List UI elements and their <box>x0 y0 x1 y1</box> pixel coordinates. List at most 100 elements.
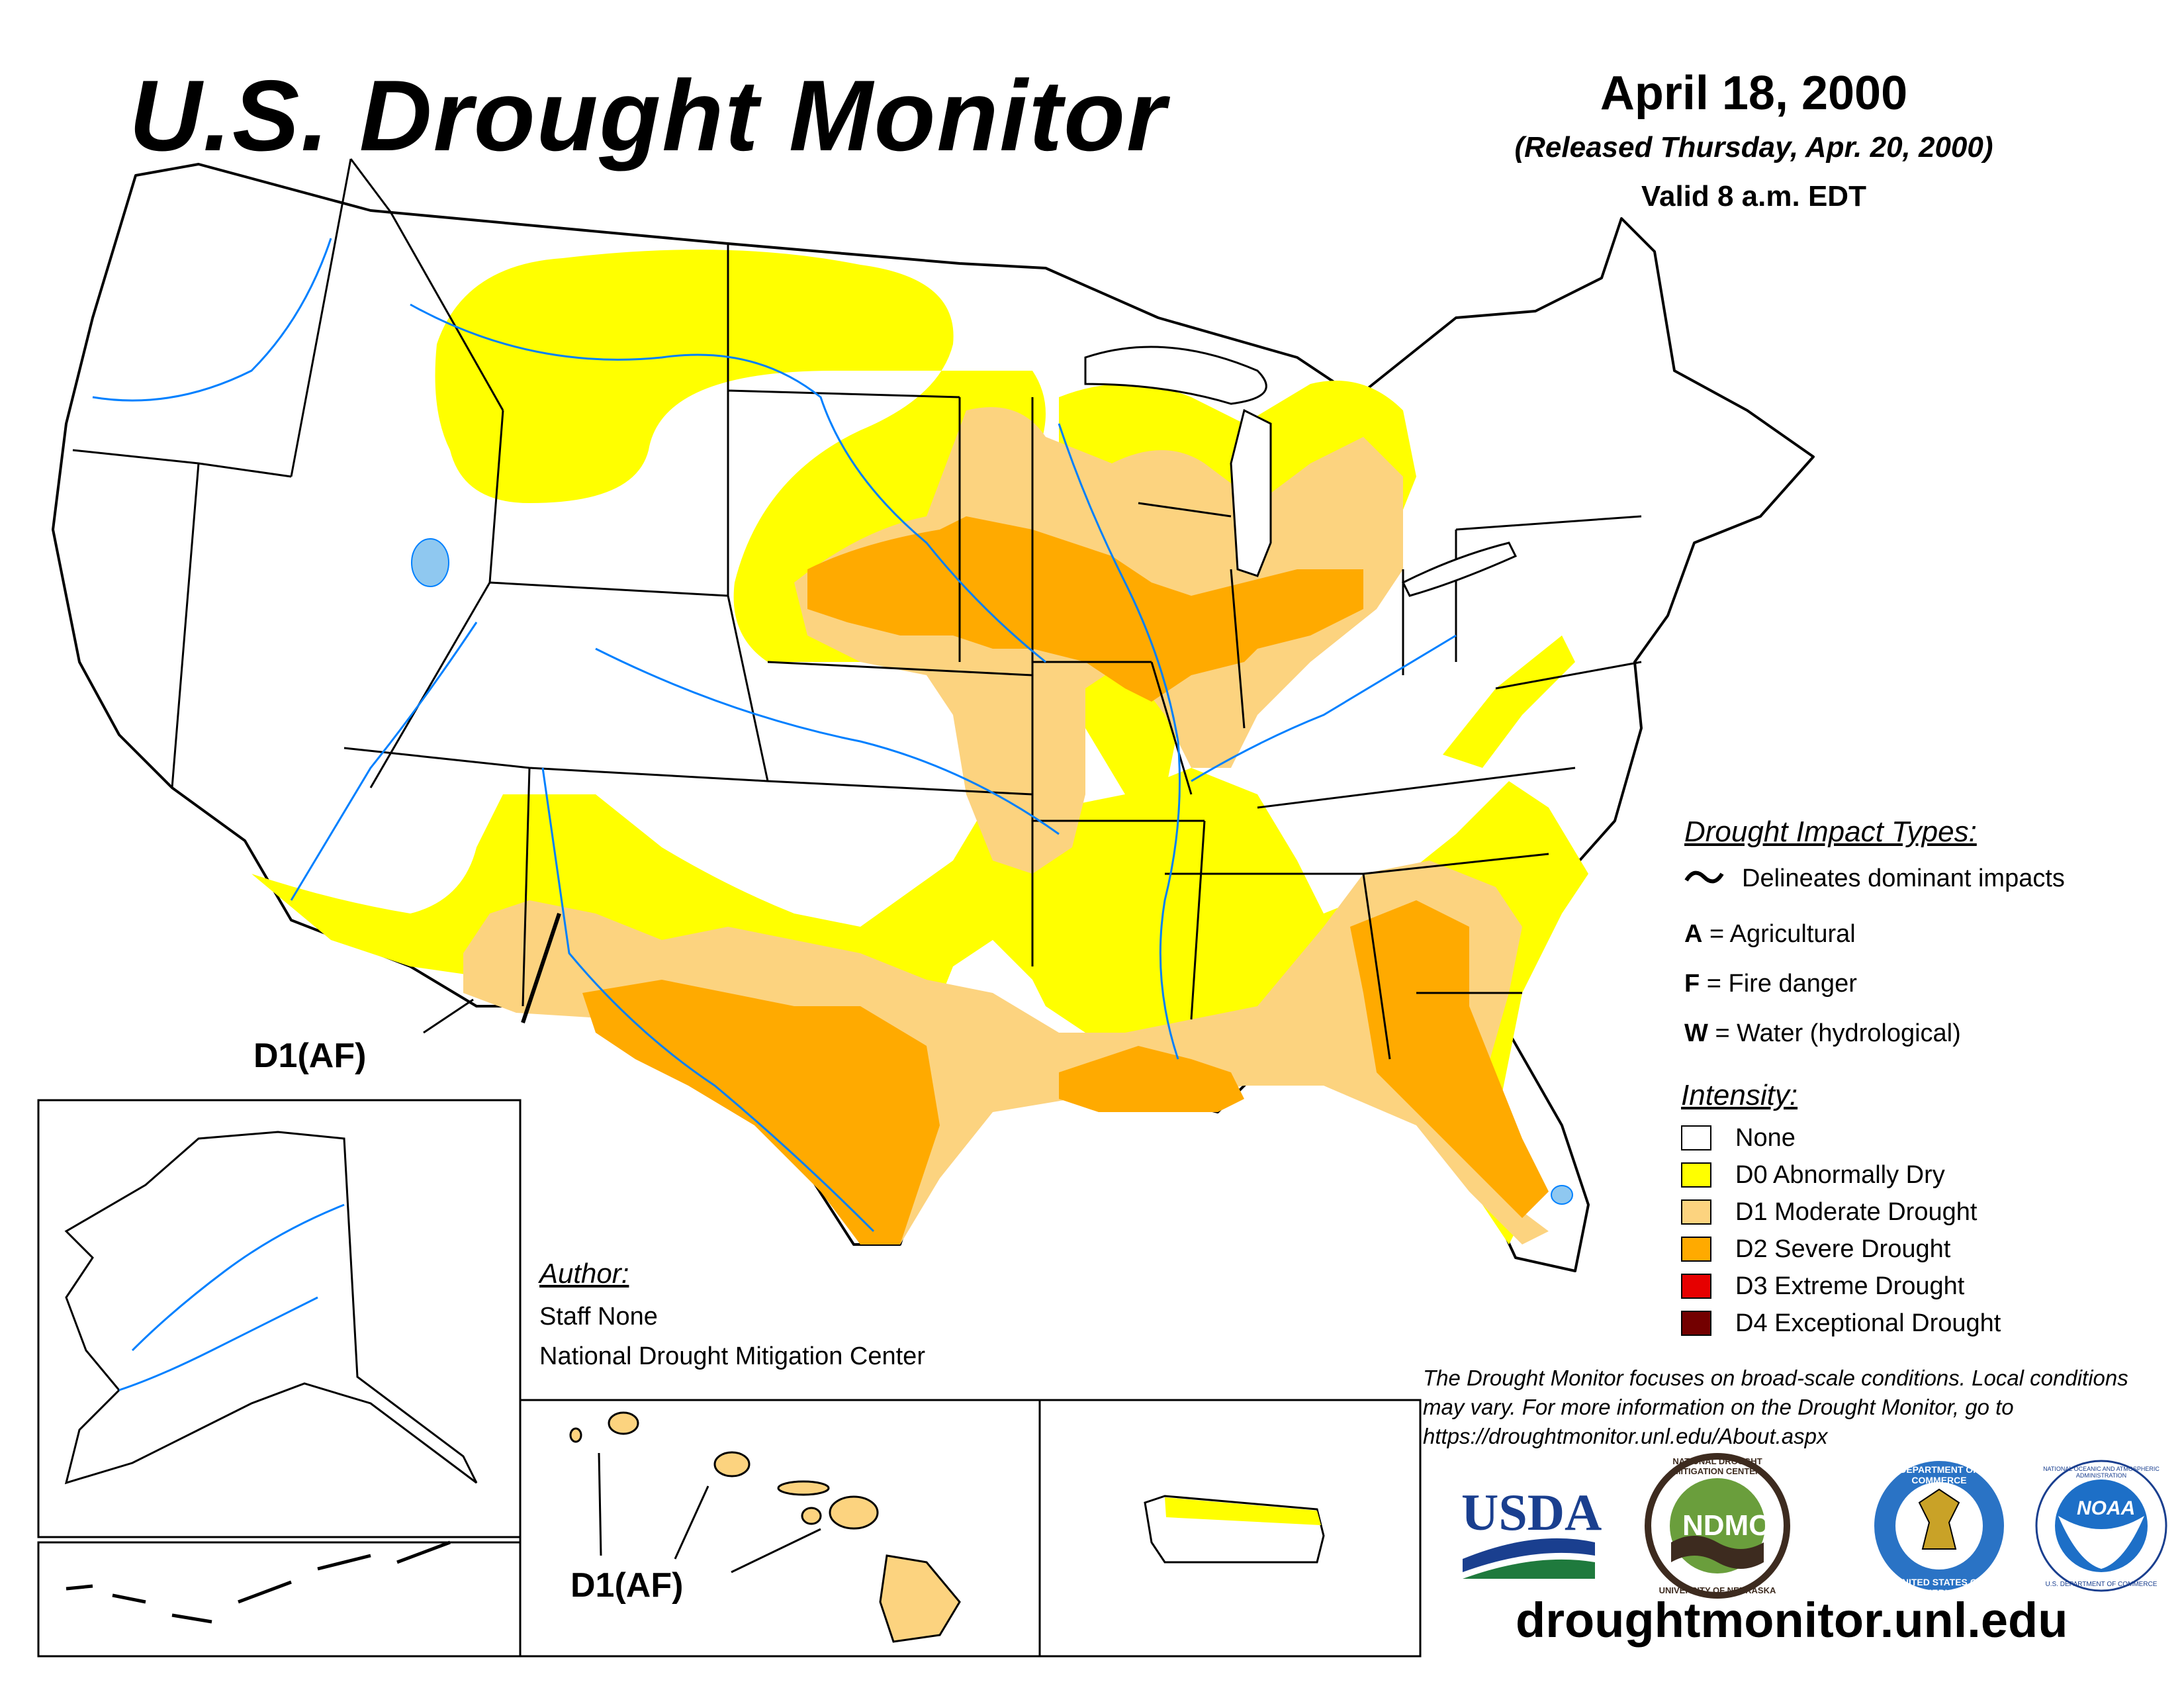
ndmc-ring-text-bottom: UNIVERSITY OF NEBRASKA <box>1659 1585 1776 1595</box>
impact-type-agricultural: A = Agricultural <box>1684 920 1856 949</box>
noaa-logo <box>2035 1460 2167 1592</box>
intensity-label-none: None <box>1735 1124 1796 1152</box>
state-lines-west <box>72 158 1034 1007</box>
noaa-ring-text: NATIONAL OCEANIC AND ATMOSPHERIC ADMINIS… <box>2043 1466 2160 1479</box>
commerce-ring-text-bottom: UNITED STATES OF AMERICA <box>1895 1577 1983 1598</box>
lake-superior <box>1084 346 1267 405</box>
commerce-logo <box>1872 1458 2007 1593</box>
author-name: Staff None <box>539 1303 658 1331</box>
hawaii-callout-leaders <box>598 1452 821 1573</box>
island-oahu <box>713 1451 751 1477</box>
author-heading: Author: <box>539 1258 629 1289</box>
lake-erie <box>1401 541 1518 597</box>
impact-label: = Fire danger <box>1706 970 1857 998</box>
leader-kauai <box>598 1452 602 1556</box>
noaa-gull <box>2058 1516 2144 1569</box>
intensity-label-d3: D3 Extreme Drought <box>1735 1272 1965 1300</box>
puerto-rico-d0 <box>1165 1497 1321 1525</box>
callout-hawaii: D1(AF) <box>570 1566 684 1605</box>
arkansas-river <box>595 647 1060 835</box>
commerce-eagle <box>1918 1488 1960 1550</box>
website-url: droughtmonitor.unl.edu <box>1516 1593 2068 1648</box>
state-lines-east <box>958 397 1642 1060</box>
yukon-river <box>131 1203 345 1352</box>
intensity-label-d0: D0 Abnormally Dry <box>1735 1161 1945 1189</box>
commerce-ring-text: DEPARTMENT OF COMMERCE <box>1899 1464 1979 1485</box>
usda-swoosh-blue <box>1463 1538 1595 1572</box>
rio-grande <box>541 767 875 1233</box>
impact-label: = Water (hydrological) <box>1715 1019 1961 1047</box>
island-molokai <box>777 1480 830 1496</box>
colorado-river <box>290 622 478 901</box>
island-lanai <box>801 1507 822 1525</box>
great-salt-lake <box>411 538 449 587</box>
great-lakes <box>1084 346 1518 597</box>
swatch-d1 <box>1681 1199 1711 1225</box>
usda-logo <box>1463 1538 1595 1579</box>
map-date: April 18, 2000 <box>1600 67 1908 120</box>
author-org: National Drought Mitigation Center <box>539 1342 925 1370</box>
impact-boundary-line <box>521 913 561 1023</box>
d1-south <box>463 861 1549 1244</box>
rivers <box>92 238 1457 1233</box>
island-maui <box>829 1495 879 1530</box>
hawaii-islands <box>569 1411 961 1643</box>
impact-type-water: W = Water (hydrological) <box>1684 1019 1961 1048</box>
usda-swoosh-green <box>1463 1559 1595 1579</box>
usda-logo-text: USDA <box>1461 1483 1602 1541</box>
impact-line-sample <box>1684 870 1724 884</box>
callout-leader-mainland <box>423 998 474 1034</box>
island-niihau <box>569 1427 582 1443</box>
hawaii-inset-frame <box>519 1399 1041 1658</box>
swatch-d3 <box>1681 1274 1711 1299</box>
intensity-label-d2: D2 Severe Drought <box>1735 1235 1951 1263</box>
d2-regions <box>582 516 1549 1244</box>
aleutian-islands <box>66 1540 451 1624</box>
ndmc-logo-text: NDMC <box>1682 1509 1770 1542</box>
noaa-logo-text: NOAA <box>2077 1497 2136 1519</box>
d2-texas <box>582 980 940 1244</box>
disclaimer-note: The Drought Monitor focuses on broad-sca… <box>1423 1366 2128 1448</box>
d0-appalachian <box>1443 635 1575 768</box>
d2-georgia-florida <box>1350 900 1549 1218</box>
release-date: (Released Thursday, Apr. 20, 2000) <box>1514 131 1993 164</box>
aleutian-inset-frame <box>37 1541 522 1658</box>
lake-okeechobee <box>1551 1185 1573 1205</box>
leader-oahu <box>674 1485 709 1560</box>
alaska-outline <box>64 1131 478 1485</box>
lakes <box>411 538 1573 1205</box>
swatch-d4 <box>1681 1311 1711 1336</box>
columbia-river <box>92 238 332 402</box>
map-title: U.S. Drought Monitor <box>129 60 1167 172</box>
missouri-river <box>410 303 1046 663</box>
noaa-ring-text-bottom: U.S. DEPARTMENT OF COMMERCE <box>2045 1581 2158 1588</box>
impact-code: W <box>1684 1019 1708 1047</box>
swatch-d0 <box>1681 1162 1711 1188</box>
ndmc-logo <box>1645 1453 1790 1599</box>
valid-time: Valid 8 a.m. EDT <box>1641 180 1866 212</box>
kuskokwim-river <box>118 1296 318 1391</box>
state-boundaries <box>72 158 1642 1060</box>
intensity-heading: Intensity: <box>1681 1079 1798 1111</box>
impact-line-label: Delineates dominant impacts <box>1742 865 2065 892</box>
impact-code: A <box>1684 920 1703 948</box>
alaska-rivers <box>118 1203 345 1391</box>
callout-mainland: D1(AF) <box>253 1037 367 1075</box>
island-kauai <box>608 1411 639 1435</box>
swatch-none <box>1681 1125 1711 1150</box>
impact-label: = Agricultural <box>1709 920 1856 948</box>
impact-type-fire: F = Fire danger <box>1684 970 1857 998</box>
mississippi-river <box>1058 423 1181 1060</box>
swatch-d2 <box>1681 1237 1711 1262</box>
ndmc-ring-text: NATIONAL DROUGHT MITIGATION CENTER <box>1672 1456 1762 1476</box>
ohio-river <box>1191 634 1457 782</box>
impact-code: F <box>1684 970 1700 998</box>
d2-iowa-nebraska <box>807 516 1363 702</box>
d2-gulf-coast <box>1059 1046 1244 1112</box>
impact-heading: Drought Impact Types: <box>1684 816 1977 848</box>
leader-maui <box>731 1528 821 1573</box>
island-hawaii <box>879 1554 961 1643</box>
lake-michigan <box>1230 408 1272 577</box>
intensity-label-d1: D1 Moderate Drought <box>1735 1198 1978 1226</box>
